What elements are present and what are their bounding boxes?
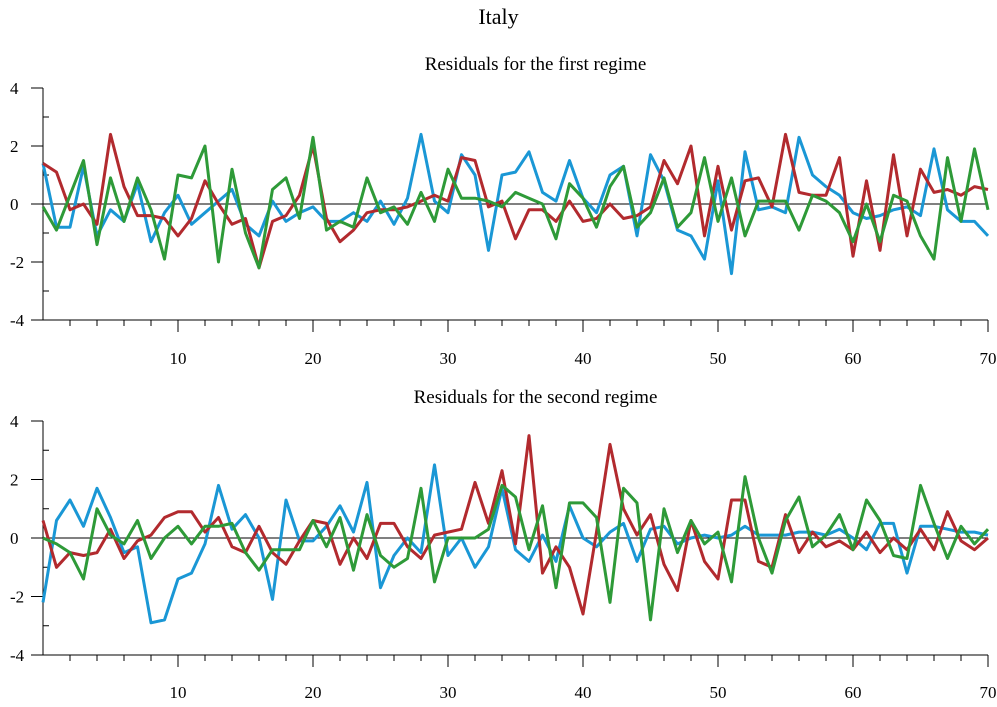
x-tick-label: 40 <box>575 683 592 702</box>
y-tick-label: 4 <box>10 412 19 431</box>
y-tick-label: 0 <box>10 195 19 214</box>
y-tick-label: 2 <box>10 137 19 156</box>
x-tick-label: 10 <box>170 349 187 368</box>
x-tick-label: 30 <box>440 683 457 702</box>
chart-title: Residuals for the first regime <box>425 54 647 75</box>
x-tick-label: 20 <box>305 349 322 368</box>
series-line-1 <box>41 132 990 276</box>
chart-title: Residuals for the second regime <box>414 387 658 408</box>
x-tick-label: 60 <box>845 349 862 368</box>
series-line-2 <box>42 132 989 270</box>
y-tick-label: -2 <box>10 253 24 272</box>
x-tick-label: 30 <box>440 349 457 368</box>
x-tick-label: 20 <box>305 683 322 702</box>
x-tick-label: 60 <box>845 683 862 702</box>
figure-title: Italy <box>478 4 519 29</box>
x-tick-label: 70 <box>980 349 997 368</box>
y-tick-label: 4 <box>10 79 19 98</box>
series-line-3 <box>41 135 990 270</box>
x-tick-label: 10 <box>170 683 187 702</box>
y-tick-label: 2 <box>10 471 19 490</box>
x-tick-label: 50 <box>710 349 727 368</box>
x-tick-label: 70 <box>980 683 997 702</box>
chart-panel-2: Residuals for the second regime -4 -2 0 2 4 10… <box>10 387 997 702</box>
series-line-1 <box>41 463 989 625</box>
x-tick-label: 50 <box>710 683 727 702</box>
series-line-3 <box>42 475 990 622</box>
x-tick-label: 40 <box>575 349 592 368</box>
y-tick-label: 0 <box>10 529 19 548</box>
y-tick-label: -4 <box>10 311 25 330</box>
y-tick-label: -4 <box>10 646 25 665</box>
series-line-2 <box>41 434 989 616</box>
y-tick-label: -2 <box>10 588 24 607</box>
chart-panel-1: Residuals for the first regime -4 -2 0 2 4 10 2… <box>10 54 997 368</box>
